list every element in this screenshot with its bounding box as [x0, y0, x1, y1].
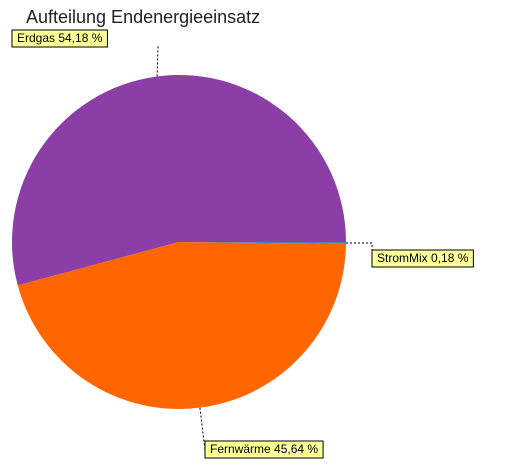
chart-title: Aufteilung Endenergieeinsatz [26, 7, 260, 27]
data-label: Erdgas 54,18 % [11, 29, 108, 48]
category-name: Fernwärme [210, 442, 271, 456]
data-label: StromMix 0,18 % [371, 249, 474, 268]
category-name: Erdgas [17, 31, 55, 45]
value-label: 45,64 % [274, 442, 318, 456]
label-text: Fernwärme 45,64 % [210, 442, 318, 456]
data-label: Fernwärme 45,64 % [204, 440, 324, 459]
label-text: Erdgas 54,18 % [17, 31, 103, 45]
label-box [204, 440, 324, 459]
pie-slice [179, 242, 346, 244]
label-text: StromMix 0,18 % [377, 251, 469, 265]
category-name: StromMix [377, 251, 428, 265]
value-label: 54,18 % [58, 31, 102, 45]
label-box [371, 249, 474, 268]
leader-line [345, 242, 373, 258]
leader-line [199, 407, 206, 451]
leader-line [156, 45, 159, 77]
value-label: 0,18 % [431, 251, 469, 265]
pie-slice [17, 242, 346, 410]
label-box [11, 29, 108, 48]
pie-slice [11, 74, 346, 286]
